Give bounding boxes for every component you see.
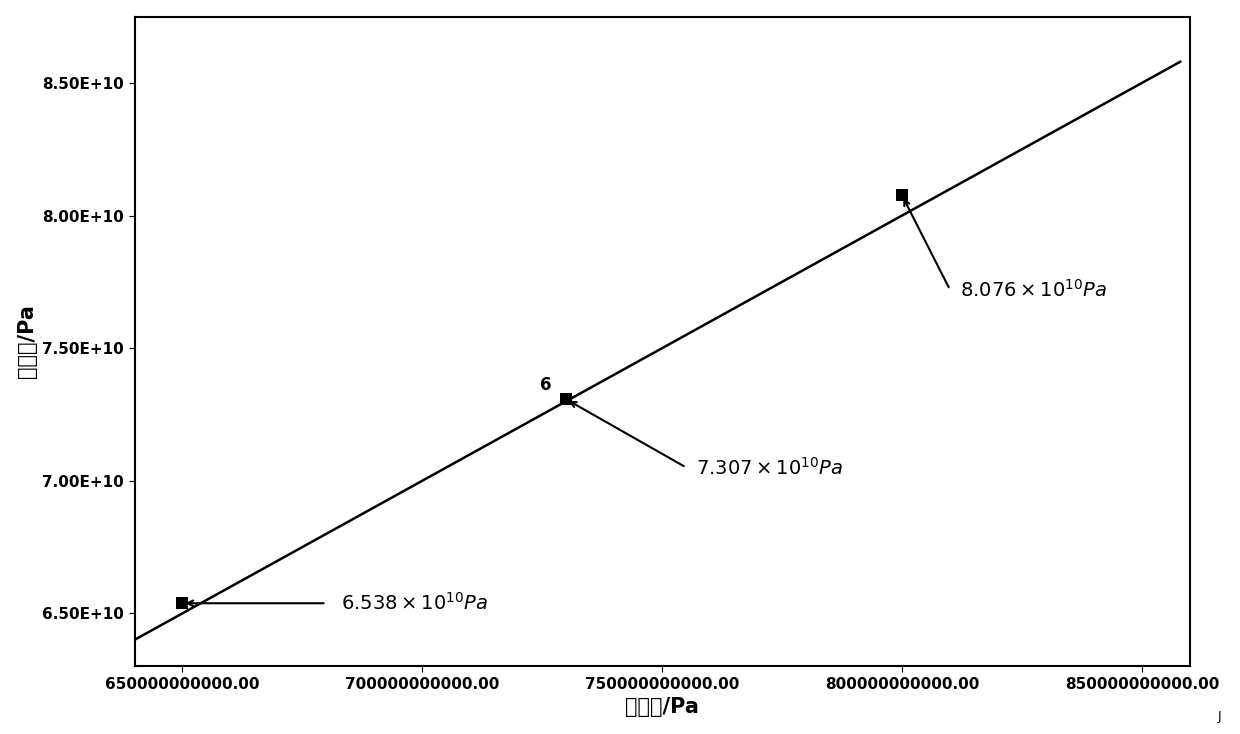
Y-axis label: 计算値/Pa: 计算値/Pa — [16, 305, 37, 379]
Text: 6: 6 — [541, 376, 552, 394]
Text: J: J — [1218, 710, 1221, 723]
Text: $6.538\times10^{10}Pa$: $6.538\times10^{10}Pa$ — [341, 592, 487, 614]
Text: $7.307\times10^{10}Pa$: $7.307\times10^{10}Pa$ — [696, 457, 843, 479]
Text: $8.076\times10^{10}Pa$: $8.076\times10^{10}Pa$ — [960, 279, 1106, 301]
X-axis label: 理论値/Pa: 理论値/Pa — [625, 697, 699, 717]
